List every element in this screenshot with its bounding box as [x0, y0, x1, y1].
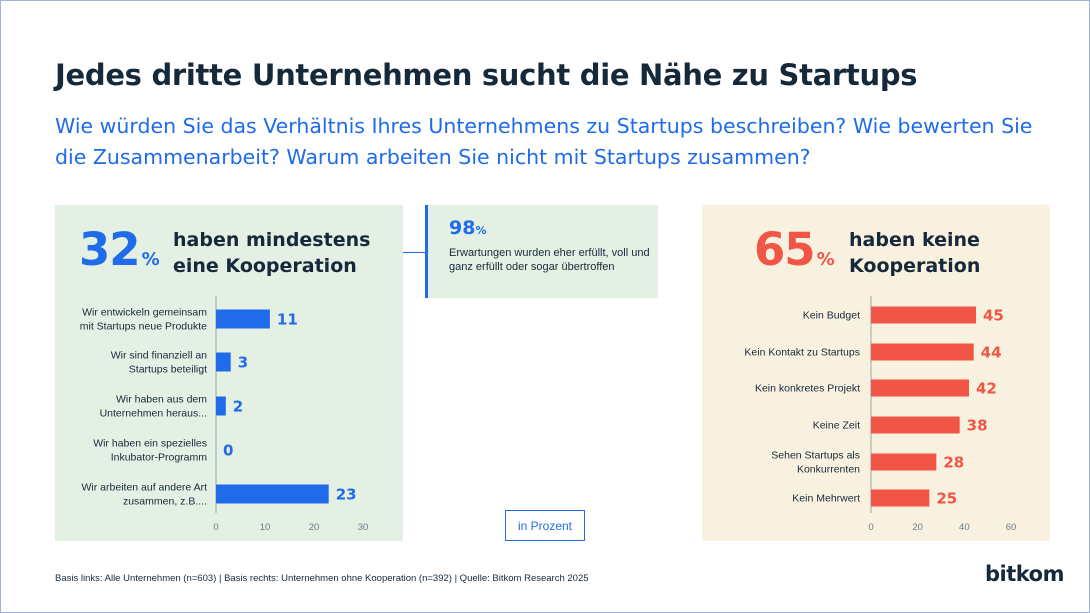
page-subtitle: Wie würden Sie das Verhältnis Ihres Unte…: [55, 114, 1033, 169]
source-footer: Basis links: Alle Unternehmen (n=603) | …: [55, 573, 589, 584]
middle-big-value: 98: [449, 217, 476, 239]
right-category-line: Kein Budget: [803, 310, 860, 322]
right-percent-sign: %: [816, 249, 835, 270]
left-value-label-5: 23: [336, 486, 357, 504]
right-category-label-3: Kein konkretes Projekt: [755, 383, 860, 395]
right-tick-label-3: 40: [959, 522, 970, 533]
middle-percent-sign: %: [475, 224, 487, 237]
page-title: Jedes dritte Unternehmen sucht die Nähe …: [55, 58, 918, 92]
right-category-line: Sehen Startups als: [771, 450, 860, 462]
left-category-line: Wir haben aus dem: [116, 394, 207, 406]
right-tick-label-2: 20: [912, 522, 923, 533]
left-tick-label-2: 10: [260, 522, 271, 533]
right-bar-5: [871, 453, 937, 471]
left-bar-1: [216, 309, 270, 329]
right-value-label-5: 28: [943, 454, 964, 472]
left-headline: haben mindestens eine Kooperation: [173, 229, 371, 277]
right-category-label-2: Kein Kontakt zu Startups: [744, 347, 860, 359]
right-tick-label-1: 0: [868, 522, 873, 533]
right-category-label-5: Sehen Startups als Konkurrenten: [771, 450, 860, 476]
right-category-line: Kein Mehrwert: [792, 493, 860, 505]
left-category-line: Wir sind finanziell an: [111, 350, 207, 362]
left-category-line: Wir haben ein spezielles: [93, 438, 207, 450]
right-panel: 65% haben keine Kooperation: [702, 205, 1050, 541]
right-value-label-4: 38: [967, 417, 988, 435]
connector-line: [403, 252, 425, 253]
right-bar-2: [871, 343, 974, 361]
right-value-label-1: 45: [983, 307, 1004, 325]
left-value-label-1: 11: [277, 311, 298, 329]
middle-panel: 98% Erwartungen wurden eher erfüllt, vol…: [425, 205, 658, 298]
middle-big-number: 98%: [449, 217, 486, 239]
right-bar-1: [871, 306, 976, 324]
left-bar-2: [216, 352, 231, 372]
middle-accent-bar: [425, 205, 428, 298]
right-category-line: Konkurrenten: [797, 464, 860, 476]
left-category-line: Unternehmen heraus...: [100, 408, 207, 420]
right-tick-label-4: 60: [1006, 522, 1017, 533]
left-bar-3: [216, 396, 226, 416]
left-bar-5: [216, 484, 329, 504]
left-category-line: mit Startups neue Produkte: [80, 321, 207, 333]
right-category-line: Kein konkretes Projekt: [755, 383, 860, 395]
right-category-line: Kein Kontakt zu Startups: [744, 347, 860, 359]
left-tick-label-4: 30: [358, 522, 369, 533]
left-category-line: Wir arbeiten auf andere Art: [82, 482, 208, 494]
right-value-label-6: 25: [936, 490, 957, 508]
left-value-label-4: 0: [223, 442, 233, 460]
left-category-line: Wir entwickeln gemeinsam: [82, 307, 207, 319]
right-bar-6: [871, 489, 930, 507]
right-headline: haben keine Kooperation: [849, 229, 981, 277]
left-category-label-4: Wir haben ein spezielles Inkubator-Progra…: [93, 438, 207, 464]
left-tick-label-1: 0: [213, 522, 218, 533]
right-category-line: Keine Zeit: [813, 420, 860, 432]
right-bar-3: [871, 379, 969, 397]
unit-label: in Prozent: [505, 510, 585, 541]
right-value-label-3: 42: [976, 380, 997, 398]
left-value-label-3: 2: [233, 398, 243, 416]
left-category-label-5: Wir arbeiten auf andere Art zusammen, z.B…: [82, 482, 208, 508]
left-value-label-2: 3: [238, 354, 248, 372]
left-category-label-1: Wir entwickeln gemeinsam mit Startups neu…: [80, 307, 208, 333]
right-category-label-6: Kein Mehrwert: [792, 493, 860, 505]
left-big-number: 32%: [79, 223, 160, 276]
bitkom-logo: bitkom: [985, 562, 1064, 586]
right-big-value: 65: [754, 223, 816, 276]
right-category-label-4: Keine Zeit: [813, 420, 860, 432]
left-category-label-3: Wir haben aus dem Unternehmen heraus...: [100, 394, 208, 420]
right-value-label-2: 44: [981, 344, 1002, 362]
left-percent-sign: %: [141, 249, 160, 270]
left-category-label-2: Wir sind finanziell an Startups beteiligt: [111, 350, 207, 376]
right-category-label-1: Kein Budget: [803, 310, 860, 322]
left-category-line: zusammen, z.B....: [123, 496, 207, 508]
middle-description: Erwartungen wurden eher erfüllt, voll un…: [449, 247, 650, 273]
right-bar-4: [871, 416, 960, 434]
left-category-line: Inkubator-Programm: [111, 452, 208, 464]
left-big-value: 32: [79, 223, 141, 276]
right-big-number: 65%: [754, 223, 835, 276]
left-tick-label-3: 20: [309, 522, 320, 533]
left-category-line: Startups beteiligt: [129, 364, 207, 376]
